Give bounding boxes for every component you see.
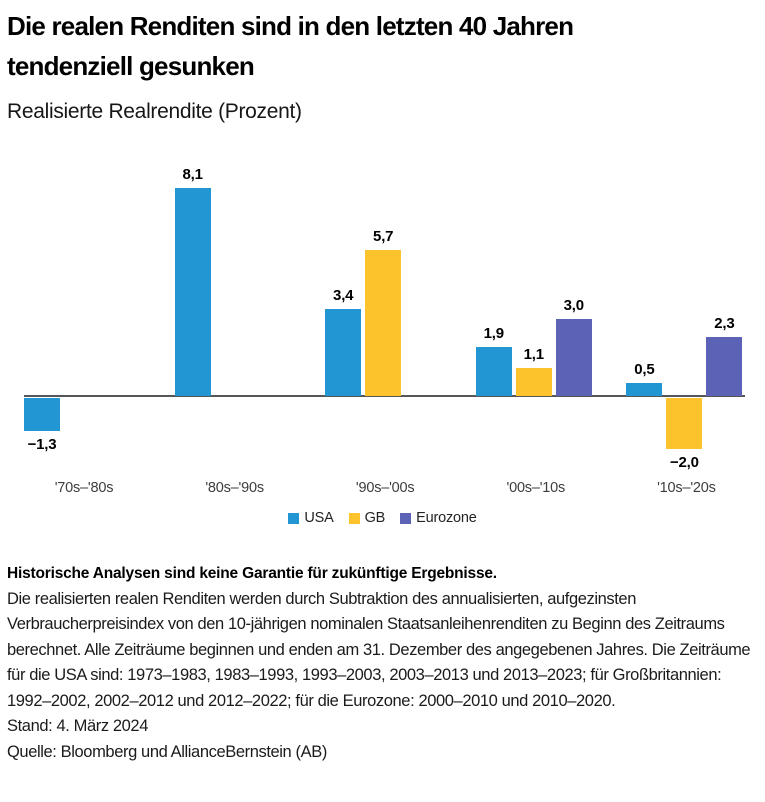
- page-title: Die realen Renditen sind in den letzten …: [7, 11, 574, 81]
- bar-gb-3: [515, 367, 552, 396]
- chart-header: Die realen Renditen sind in den letzten …: [7, 6, 747, 124]
- x-axis-label-3: '00s–'10s: [506, 480, 566, 496]
- bar-usa-1: [174, 187, 211, 396]
- source-text: Quelle: Bloomberg und AllianceBernstein …: [7, 742, 327, 761]
- bar-eurozone-3: [555, 318, 592, 396]
- bar-usa-2: [325, 308, 362, 396]
- bar-usa-3: [475, 347, 512, 396]
- bar-value-label: 3,4: [333, 286, 354, 304]
- legend-swatch-icon: [400, 512, 412, 524]
- bar-usa-0: [24, 398, 60, 432]
- as-of-date: Stand: 4. März 2024: [7, 717, 148, 735]
- x-axis-labels: '70s–'80s '80s–'90s '90s–'00s '00s–'10s '10s…: [0, 480, 765, 500]
- bar-value-label: 1,1: [523, 345, 544, 363]
- x-axis-label-1: '80s–'90s: [205, 480, 264, 496]
- bar-gb-2: [365, 249, 402, 396]
- footnotes: Historische Analysen sind keine Garantie…: [7, 561, 759, 765]
- bar-value-label: 3,0: [563, 296, 584, 314]
- legend-swatch-icon: [348, 512, 360, 524]
- bar-value-label: 2,3: [714, 314, 735, 332]
- legend-label: Eurozone: [416, 510, 477, 526]
- legend-item-usa: USA: [288, 510, 334, 526]
- legend-label: USA: [304, 510, 334, 526]
- x-axis-label-2: '90s–'00s: [355, 480, 415, 496]
- bar-eurozone-4: [706, 336, 743, 396]
- x-axis-label-0: '70s–'80s: [54, 480, 114, 496]
- bar-value-label: 0,5: [634, 361, 655, 379]
- chart-legend: USA GB Eurozone: [0, 510, 765, 526]
- bar-value-label: −1,3: [27, 436, 57, 454]
- legend-label: GB: [364, 510, 386, 526]
- chart-canvas: −1,3 8,1 3,4 1,9 0,5 5,7 1,1 −2,0 3,0 2,3: [0, 150, 765, 475]
- bar-usa-4: [626, 383, 663, 396]
- disclaimer-text: Historische Analysen sind keine Garantie…: [7, 565, 497, 582]
- x-axis-label-4: '10s–'20s: [657, 480, 716, 496]
- bar-value-label: 8,1: [182, 165, 203, 183]
- bar-chart: −1,3 8,1 3,4 1,9 0,5 5,7 1,1 −2,0 3,0 2,3 '70s–'8…: [0, 150, 765, 540]
- legend-item-gb: GB: [348, 510, 386, 526]
- chart-subtitle: Realisierte Realrendite (Prozent): [7, 100, 302, 123]
- methodology-text: Die realisierten realen Renditen werden …: [7, 589, 751, 710]
- bar-gb-4: [666, 398, 703, 450]
- legend-swatch-icon: [288, 512, 300, 524]
- bar-value-label: −2,0: [669, 454, 699, 472]
- bar-value-label: 5,7: [373, 227, 394, 245]
- legend-item-eurozone: Eurozone: [400, 510, 477, 526]
- zero-axis-line: [24, 395, 745, 397]
- bar-value-label: 1,9: [483, 325, 504, 343]
